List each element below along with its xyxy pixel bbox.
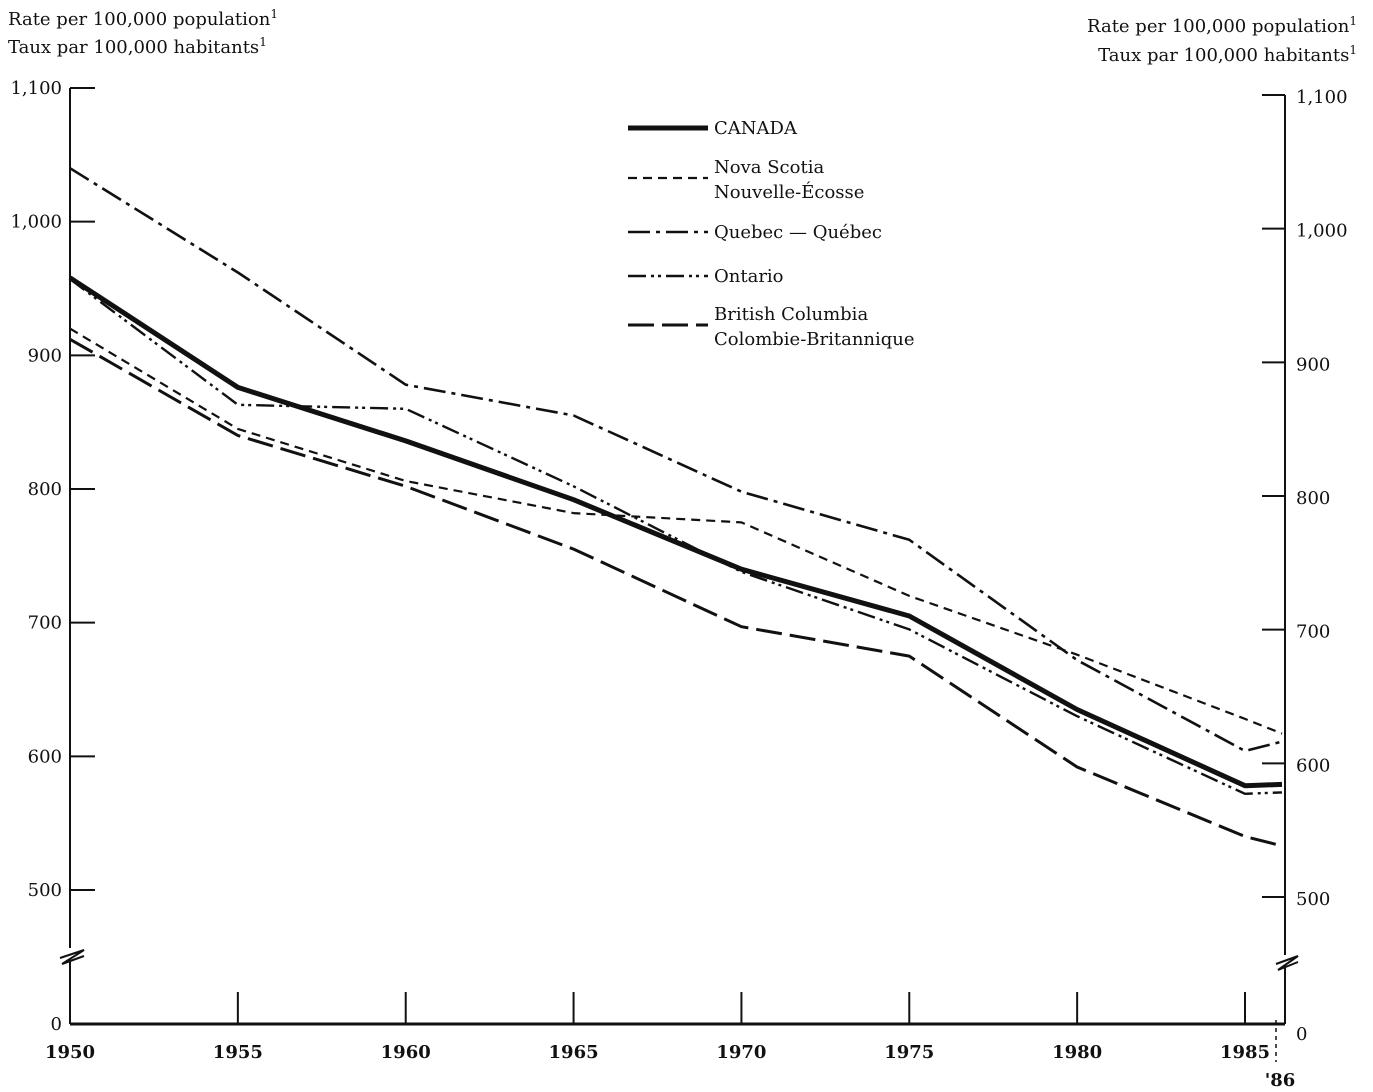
x-tick-label-86: '86 (1265, 1070, 1296, 1091)
legend-label-4: British Columbia (714, 304, 868, 325)
axes (59, 88, 1299, 1026)
legend-label-2: Quebec — Québec (714, 222, 882, 243)
y-tick-label-left: 1,100 (10, 78, 62, 99)
series-lines (68, 167, 1283, 848)
y-tick-label-left: 800 (28, 479, 62, 500)
legend-label-1: Nova Scotia (714, 157, 824, 178)
y-tick-label-right: 900 (1296, 354, 1330, 375)
x-tick-label: 1950 (45, 1042, 95, 1063)
legend-label-3: Ontario (714, 266, 784, 287)
series-line-0 (68, 275, 1283, 789)
x-tick-label: 1985 (1220, 1042, 1270, 1063)
y-axis-title-right-fr: Taux par 100,000 habitants1 (1098, 43, 1357, 66)
x-tick-label: 1980 (1052, 1042, 1102, 1063)
y-tick-label-left: 900 (28, 345, 62, 366)
y-tick-label-left: 500 (28, 880, 62, 901)
series-line-3 (69, 278, 1283, 795)
y-axis-title-left-en: Rate per 100,000 population1 (8, 7, 278, 30)
y-tick-label-left: 1,000 (10, 212, 62, 233)
ticks: 0 0 500 500 600 600 700 700 800 800 900 900 1,000 1,0… (10, 78, 1347, 1091)
x-tick-label: 1955 (213, 1042, 263, 1063)
left-axis-break (59, 949, 85, 965)
series-line-4 (69, 337, 1283, 848)
y-axis-title-right-en: Rate per 100,000 population1 (1087, 14, 1357, 37)
x-tick-label: 1970 (716, 1042, 766, 1063)
y-tick-label-right: 0 (1296, 1024, 1307, 1045)
x-tick-label: 1965 (549, 1042, 599, 1063)
series-line-2 (69, 167, 1283, 753)
x-tick-label: 1960 (381, 1042, 431, 1063)
y-tick-label-right: 1,000 (1296, 221, 1348, 242)
y-tick-label-left: 600 (28, 746, 62, 767)
series-line-1 (69, 327, 1283, 735)
y-tick-label-right: 600 (1296, 755, 1330, 776)
legend-label-1: Nouvelle-Écosse (714, 180, 864, 203)
y-tick-label-right: 500 (1296, 889, 1330, 910)
y-tick-label-left: 0 (51, 1014, 62, 1035)
x-tick-label: 1975 (884, 1042, 934, 1063)
y-tick-label-right: 700 (1296, 622, 1330, 643)
y-tick-label-left: 700 (28, 613, 62, 634)
y-tick-label-right: 800 (1296, 488, 1330, 509)
y-tick-label-right: 1,100 (1296, 87, 1348, 108)
y-axis-title-left-fr: Taux par 100,000 habitants1 (8, 35, 267, 58)
legend-label-4: Colombie-Britannique (714, 329, 915, 350)
right-axis-break (1275, 955, 1299, 971)
legend-label-0: CANADA (714, 118, 798, 139)
